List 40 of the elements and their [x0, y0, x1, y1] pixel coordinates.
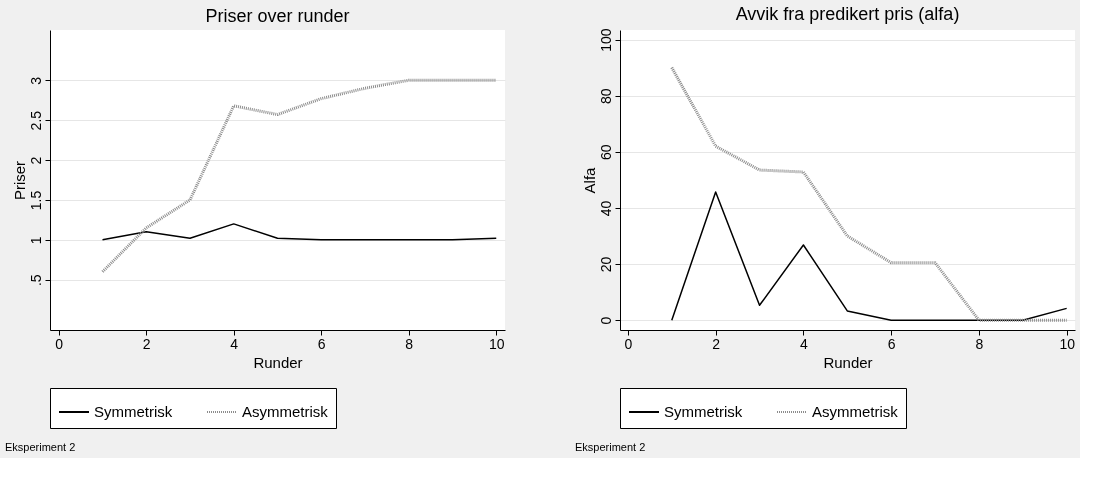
text: Eksperiment 2: [575, 441, 646, 453]
legend-label: Asymmetrisk: [812, 403, 899, 420]
x-tick-label: 6: [887, 335, 896, 352]
line-series: [101, 223, 497, 241]
x-tick-label: 8: [975, 335, 984, 352]
y-tick-label: 40: [597, 200, 614, 217]
y-tick-label: .5: [27, 274, 44, 287]
y-tick-label: 1.5: [27, 190, 44, 211]
y-tick-label: 20: [597, 256, 614, 273]
x-tick-label: 4: [800, 335, 809, 352]
legend-label: Symmetrisk: [94, 403, 173, 420]
y-tick-label: 2: [27, 156, 44, 165]
y-axis-title: Priser: [10, 160, 28, 201]
chart-title: Priser over runder: [205, 6, 350, 26]
y-tick-label: 1: [27, 236, 44, 245]
x-tick-label: 0: [624, 335, 633, 352]
x-axis-title: Runder: [253, 353, 303, 371]
x-tick-label: 10: [1059, 335, 1076, 352]
legend-label: Asymmetrisk: [242, 403, 329, 420]
x-tick-label: 10: [488, 335, 505, 352]
line-series: [671, 191, 1068, 321]
x-tick-label: 2: [142, 335, 151, 352]
x-tick-label: 0: [55, 335, 64, 352]
y-tick-label: 80: [597, 88, 614, 104]
y-axis-title: Alfa: [580, 166, 598, 194]
x-axis-title: Runder: [823, 353, 873, 371]
chart-title: Avvik fra predikert pris (alfa): [735, 3, 960, 24]
y-tick-label: 3: [27, 76, 44, 85]
y-tick-label: 60: [597, 144, 614, 161]
x-tick-label: 6: [317, 335, 326, 352]
x-tick-label: 2: [712, 335, 721, 352]
y-tick-label: 2.5: [27, 110, 44, 131]
y-tick-label: 0: [597, 316, 614, 325]
legend-label: Symmetrisk: [664, 403, 743, 420]
x-tick-label: 8: [405, 335, 414, 352]
y-tick-label: 100: [597, 28, 614, 52]
line-series: [670, 66, 1069, 322]
line-series: [101, 78, 498, 274]
x-tick-label: 4: [230, 335, 239, 352]
text: Eksperiment 2: [5, 441, 76, 453]
